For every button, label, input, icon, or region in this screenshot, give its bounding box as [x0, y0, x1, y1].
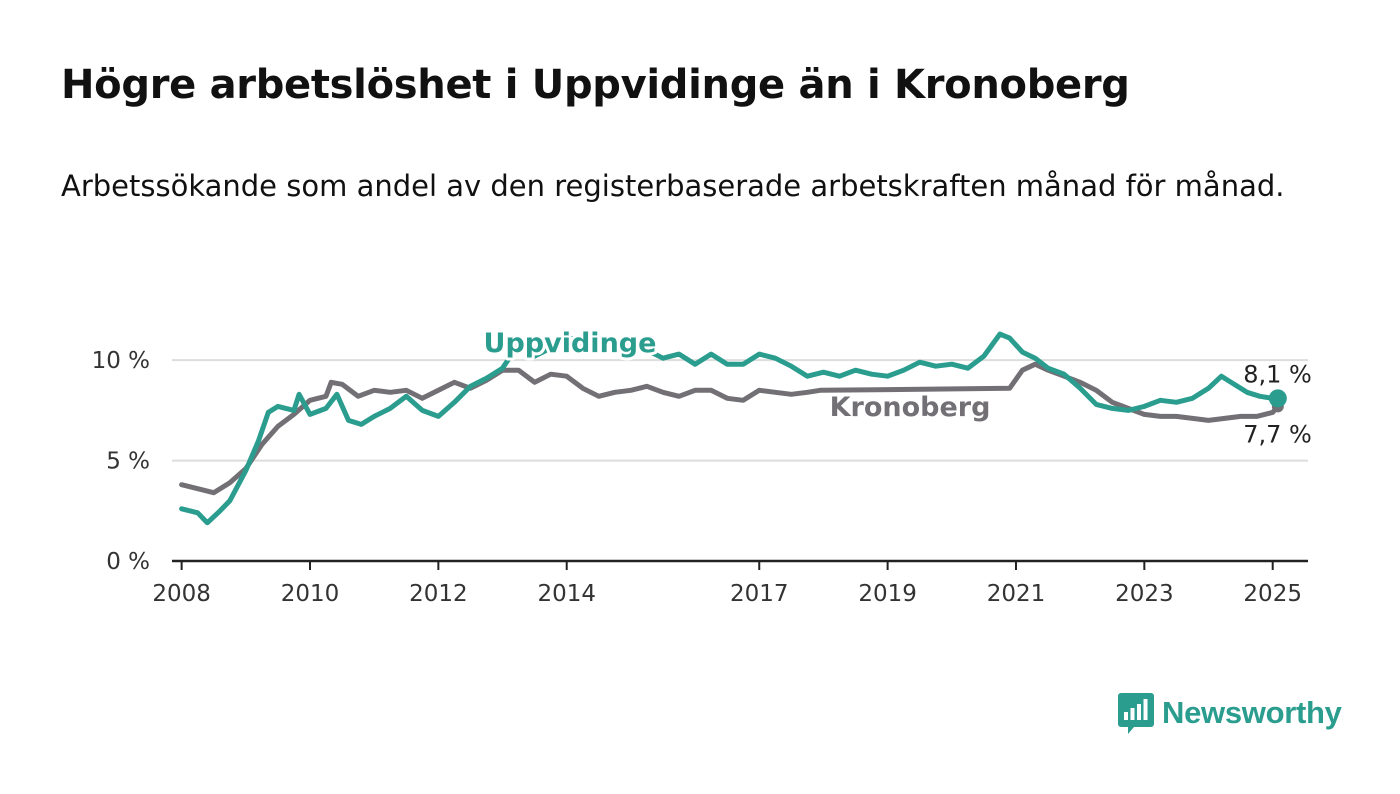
x-tick-label: 2014 — [537, 581, 596, 607]
series-label-uppvidinge: Uppvidinge — [484, 328, 657, 359]
x-tick-label: 2012 — [409, 581, 468, 607]
x-tick-label: 2010 — [281, 581, 340, 607]
end-marker-uppvidinge — [1268, 389, 1287, 408]
series-lines — [179, 331, 1281, 526]
brand-logo: Newsworthy — [1118, 690, 1342, 736]
newsworthy-logo-icon — [1118, 693, 1154, 734]
gridlines — [172, 359, 1308, 462]
end-label-uppvidinge: 8,1 % — [1243, 360, 1312, 388]
x-tick-label: 2025 — [1243, 581, 1302, 607]
page-title: Högre arbetslöshet i Uppvidinge än i Kro… — [61, 62, 1130, 108]
line-chart: 0 % 5 % 10 % 2008 2010 2012 2014 2017 2019 2021 20… — [91, 325, 1315, 607]
y-tick-label: 5 % — [106, 449, 150, 475]
x-tick-label: 2017 — [730, 581, 789, 607]
x-tick-label: 2021 — [987, 581, 1046, 607]
brand-name: Newsworthy — [1162, 695, 1342, 730]
series-labels: 8,1 % 7,7 % Uppvidinge Kronoberg — [481, 325, 1315, 451]
axes: 0 % 5 % 10 % 2008 2010 2012 2014 2017 2019 2021 20… — [92, 348, 1308, 607]
series-label-kronoberg: Kronoberg — [830, 392, 991, 423]
y-tick-label: 0 % — [106, 549, 150, 575]
end-label-kronoberg: 7,7 % — [1243, 420, 1312, 448]
x-tick-label: 2023 — [1115, 581, 1174, 607]
y-tick-label: 10 % — [92, 348, 150, 374]
chart-subtitle: Arbetssökande som andel av den registerb… — [61, 169, 1285, 203]
x-tick-label: 2008 — [152, 581, 211, 607]
x-tick-label: 2019 — [858, 581, 917, 607]
series-line-uppvidinge — [179, 331, 1281, 526]
series-line-kronoberg — [179, 361, 1281, 496]
